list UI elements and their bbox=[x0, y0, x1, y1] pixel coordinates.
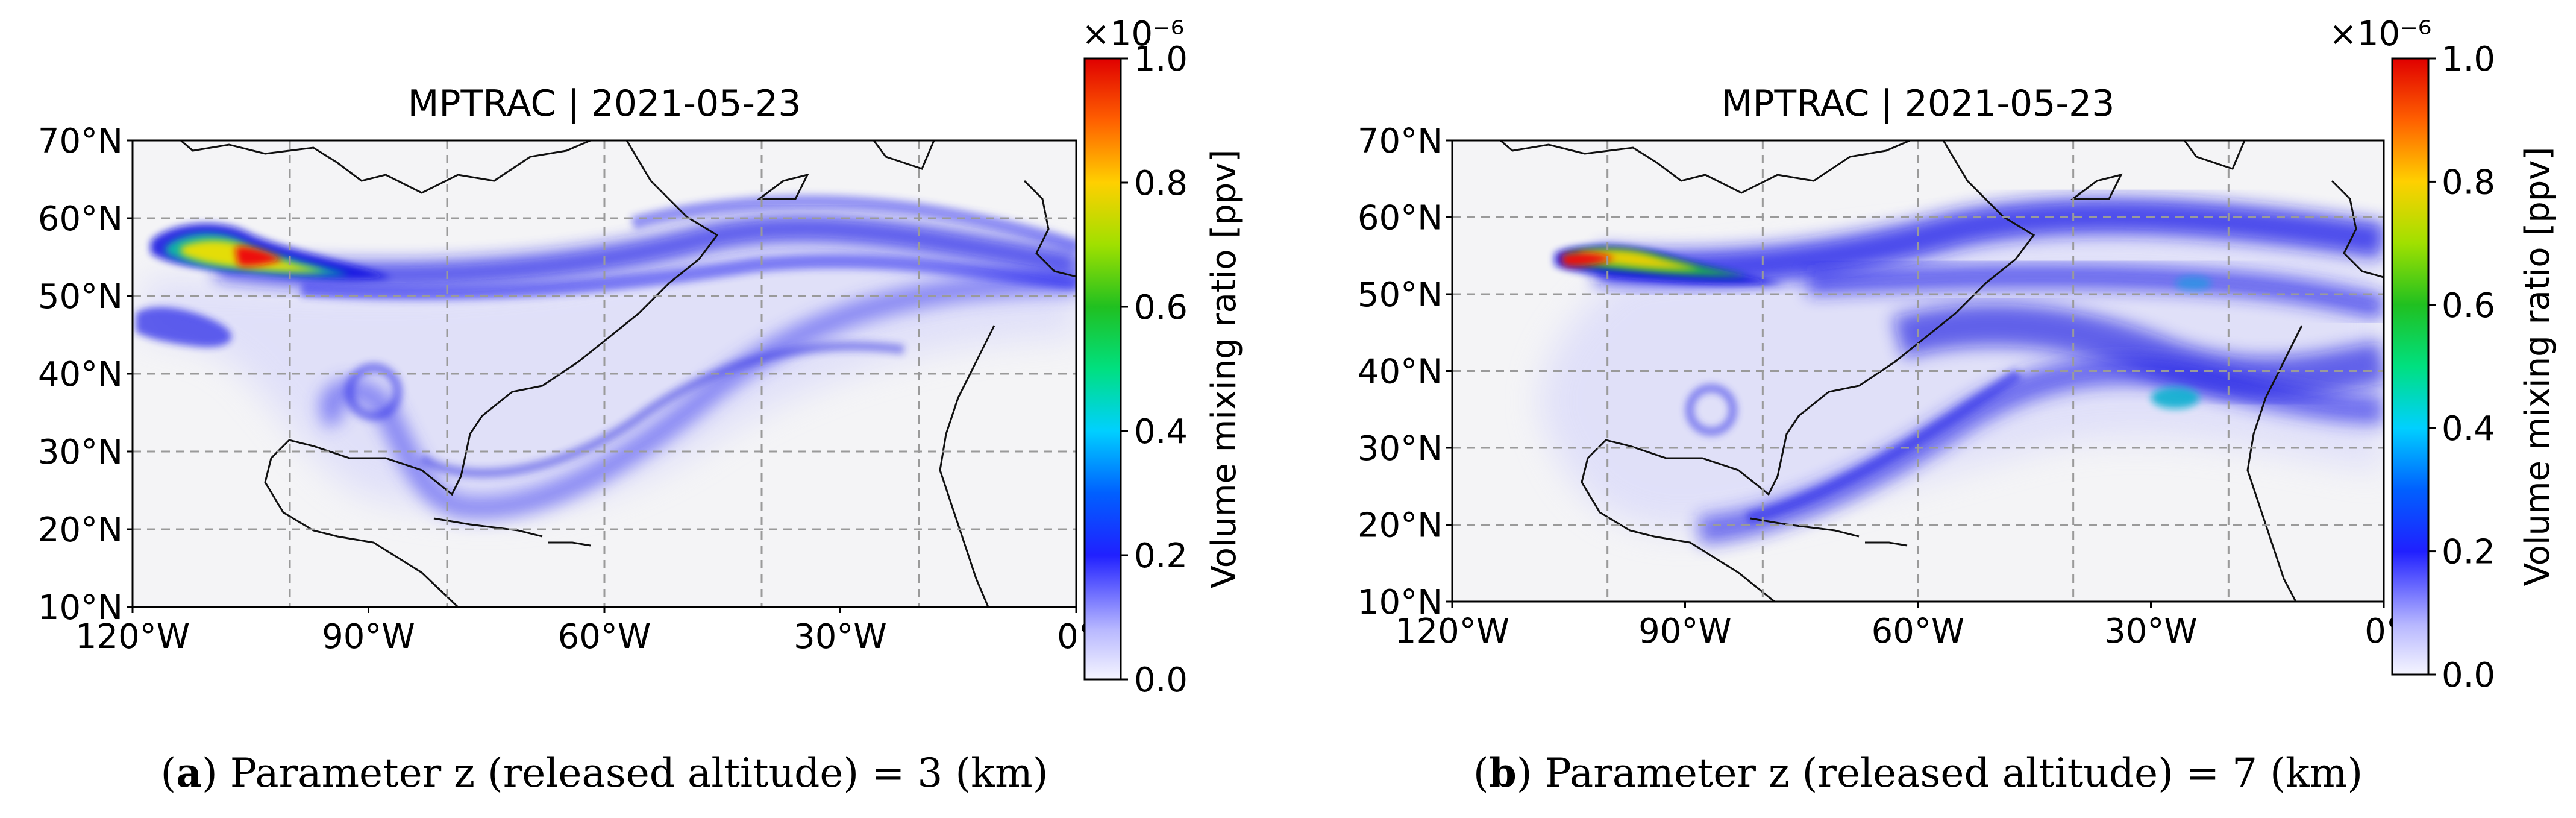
panel-a-y-tick-label-1: 20°N bbox=[38, 511, 123, 550]
panel-a-y-tick-label-2: 30°N bbox=[38, 433, 123, 472]
panel-b-caption-open: ( bbox=[1473, 750, 1489, 796]
panel-a-x-tick-label-2: 60°W bbox=[558, 617, 651, 656]
panel-a-colorbar-tick-label-4: 0.8 bbox=[1134, 164, 1188, 203]
panel-a-western-patch bbox=[136, 307, 232, 347]
panel-a-source-red bbox=[235, 246, 283, 266]
panel-a-coastlines bbox=[180, 140, 1076, 607]
panel-b-eastern-spot-halo bbox=[2175, 276, 2211, 291]
panel-a-colorbar-tick-label-5: 1.0 bbox=[1134, 40, 1188, 79]
panel-a-caption: (a) Parameter z (released altitude) = 3 … bbox=[161, 749, 1048, 796]
panel-b-colorbar-tick-label-1: 0.2 bbox=[2442, 533, 2495, 572]
panel-a-x-tick-label-3: 30°W bbox=[794, 617, 887, 656]
panel-a-colorbar-tick-label-1: 0.2 bbox=[1134, 536, 1188, 576]
panel-a-northern-band-lower bbox=[301, 254, 1076, 301]
panel-b-x-tick-label-1: 90°W bbox=[1638, 612, 1732, 651]
panel-b-haze bbox=[1540, 227, 2384, 530]
panel-b-y-tick-label-4: 50°N bbox=[1358, 275, 1443, 315]
panel-a-colorbar-tick-label-2: 0.4 bbox=[1134, 412, 1188, 451]
panel-b-caption: (b) Parameter z (released altitude) = 7 … bbox=[1473, 749, 2363, 796]
panel-a-caption-label: a bbox=[176, 749, 202, 796]
panel-b-eastern-spot bbox=[2151, 387, 2199, 409]
panel-a-y-tick-label-6: 70°N bbox=[38, 122, 123, 161]
panel-b-y-tick-label-3: 40°N bbox=[1358, 353, 1443, 392]
panel-a-caption-close: ) bbox=[202, 750, 218, 796]
panel-b-y-tick-label-0: 10°N bbox=[1358, 583, 1443, 622]
panel-a: MPTRAC | 2021-05-23 bbox=[38, 14, 1244, 796]
panel-a-x-ticks: 120°W 90°W 60°W 30°W 0° bbox=[75, 607, 1095, 656]
panel-b-caption-text: Parameter z (released altitude) = 7 (km) bbox=[1532, 750, 2363, 796]
panel-b-northern-band-lower bbox=[1807, 264, 2384, 319]
panel-b-y-tick-label-5: 60°N bbox=[1358, 199, 1443, 238]
panel-b-source-yellow bbox=[1579, 250, 1699, 269]
panel-b-colorbar bbox=[2391, 57, 2430, 676]
panel-b-x-tick-label-3: 30°W bbox=[2104, 612, 2198, 651]
panel-b-plume bbox=[1540, 198, 2384, 545]
panel-b-y-tick-label-1: 20°N bbox=[1358, 506, 1443, 546]
panel-b-colorbar-tick-label-2: 0.4 bbox=[2442, 409, 2495, 448]
panel-a-title: MPTRAC | 2021-05-23 bbox=[408, 83, 801, 125]
panel-b-colorbar-tick-label-5: 1.0 bbox=[2442, 40, 2495, 79]
panel-a-colorbar-ticks: 0.0 0.2 0.4 0.6 0.8 1.0 bbox=[1121, 40, 1188, 700]
panel-a-northern-band-upper bbox=[631, 195, 1076, 254]
panel-b-southern-arc-inner bbox=[1746, 368, 2022, 524]
panel-b-gulf-swirl bbox=[1685, 384, 1737, 436]
panel-b-colorbar-tick-label-3: 0.6 bbox=[2442, 286, 2495, 326]
panel-b-y-ticks: 10°N 20°N 30°N 40°N 50°N 60°N 70°N bbox=[1358, 122, 1452, 622]
panel-a-x-tick-label-1: 90°W bbox=[322, 617, 415, 656]
panel-a-y-ticks: 10°N 20°N 30°N 40°N 50°N 60°N 70°N bbox=[38, 122, 133, 628]
panel-b-colorbar-ticks: 0.0 0.2 0.4 0.6 0.8 1.0 bbox=[2428, 40, 2495, 695]
panel-a-y-tick-label-5: 60°N bbox=[38, 200, 123, 239]
panel-a-y-tick-label-3: 40°N bbox=[38, 355, 123, 394]
panel-b-y-tick-label-6: 70°N bbox=[1358, 122, 1443, 161]
panel-b-colorbar-multiplier: ×10⁻⁶ bbox=[2329, 14, 2431, 54]
panel-b-caption-label: b bbox=[1489, 749, 1517, 796]
panel-b-colorbar-tick-label-4: 0.8 bbox=[2442, 163, 2495, 202]
panel-b-x-tick-label-0: 120°W bbox=[1395, 612, 1509, 651]
panel-b-caption-close: ) bbox=[1517, 750, 1532, 796]
panel-b-x-ticks: 120°W 90°W 60°W 30°W 0° bbox=[1395, 602, 2403, 651]
panel-a-gulf-swirl bbox=[345, 363, 403, 421]
panel-a-colorbar-tick-label-3: 0.6 bbox=[1134, 288, 1188, 327]
panel-b-northern-band bbox=[1595, 198, 2384, 287]
panel-a-colorbar-label: Volume mixing ratio [ppv] bbox=[1205, 149, 1244, 589]
panel-a-y-tick-label-4: 50°N bbox=[38, 277, 123, 316]
panel-a-southern-arc-inner bbox=[419, 341, 905, 478]
panel-b-y-tick-label-2: 30°N bbox=[1358, 429, 1443, 468]
panel-b-title: MPTRAC | 2021-05-23 bbox=[1722, 83, 2115, 125]
panel-b-colorbar-tick-label-0: 0.0 bbox=[2442, 656, 2495, 695]
panel-b-x-tick-label-2: 60°W bbox=[1872, 612, 1965, 651]
panel-a-y-tick-label-0: 10°N bbox=[38, 588, 123, 628]
panel-b-colorbar-label: Volume mixing ratio [ppv] bbox=[2518, 147, 2557, 587]
panel-b-coastlines bbox=[1500, 140, 2384, 602]
panel-a-colorbar bbox=[1083, 57, 1122, 681]
panel-a-caption-text: Parameter z (released altitude) = 3 (km) bbox=[218, 750, 1048, 796]
panel-a-caption-open: ( bbox=[161, 750, 177, 796]
panel-a-x-tick-label-0: 120°W bbox=[75, 617, 190, 656]
panel-a-colorbar-tick-label-0: 0.0 bbox=[1134, 661, 1188, 700]
panel-a-colorbar-multiplier: ×10⁻⁶ bbox=[1082, 14, 1184, 54]
panel-b: MPTRAC | 2021-05-23 bbox=[1358, 14, 2557, 796]
panel-b-source-red bbox=[1561, 252, 1615, 266]
